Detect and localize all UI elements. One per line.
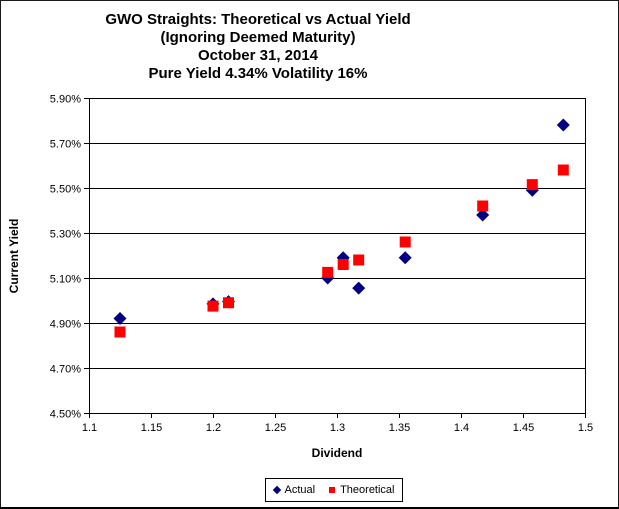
x-axis-title: Dividend xyxy=(311,446,363,460)
data-point-diamond xyxy=(398,251,412,265)
y-tick-label: 5.50% xyxy=(50,184,81,196)
x-tick-label: 1.35 xyxy=(389,422,410,434)
x-tick-label: 1.4 xyxy=(454,422,469,434)
x-tick-label: 1.2 xyxy=(206,422,221,434)
series-theoretical xyxy=(114,164,569,338)
y-tick-label: 5.90% xyxy=(50,94,81,106)
data-point-square xyxy=(399,236,411,248)
data-point-diamond xyxy=(476,208,490,222)
chart-title-line-3: October 31, 2014 xyxy=(197,47,319,64)
data-point-square xyxy=(557,164,569,176)
x-tick-label: 1.5 xyxy=(578,422,593,434)
gridlines xyxy=(89,98,585,414)
x-tick-label: 1.15 xyxy=(141,422,162,434)
y-tick-label: 5.30% xyxy=(50,229,81,241)
legend-entry-theoretical: Theoretical xyxy=(329,484,395,496)
axis-ticks xyxy=(84,98,586,418)
data-point-square xyxy=(207,300,219,312)
chart-title: GWO Straights: Theoretical vs Actual Yie… xyxy=(1,11,515,83)
plot-border xyxy=(89,98,586,414)
chart-title-line-2: (Ignoring Deemed Maturity) xyxy=(160,29,356,46)
diamond-marker-icon xyxy=(272,485,281,495)
data-point-diamond xyxy=(113,312,127,325)
data-point-diamond xyxy=(556,118,570,132)
x-tick-label: 1.45 xyxy=(513,422,534,434)
y-tick-label: 5.10% xyxy=(50,274,81,286)
square-marker-icon xyxy=(329,487,336,493)
data-point-square xyxy=(477,200,489,212)
data-point-square xyxy=(223,297,234,309)
data-point-square xyxy=(337,259,349,270)
chart-title-line-4: Pure Yield 4.34% Volatility 16% xyxy=(148,65,368,82)
y-tick-label: 4.50% xyxy=(50,409,81,421)
data-point-diamond xyxy=(352,281,366,295)
x-tick-label: 1.25 xyxy=(265,422,286,434)
x-tick-label: 1.3 xyxy=(330,422,345,434)
chart-title-line-1: GWO Straights: Theoretical vs Actual Yie… xyxy=(105,11,411,28)
y-tick-label: 4.90% xyxy=(50,319,81,331)
y-tick-label: 4.70% xyxy=(50,364,81,376)
plot-area: 4.50% 4.70% 4.90% 5.10% 5.30% 5.50% 5.70% 5.90%… xyxy=(50,94,593,435)
legend-label-actual: Actual xyxy=(284,484,316,496)
legend-entry-actual: Actual xyxy=(272,484,316,496)
data-point-square xyxy=(526,179,538,191)
data-point-square xyxy=(353,254,365,266)
tick-labels: 4.50% 4.70% 4.90% 5.10% 5.30% 5.50% 5.70% 5.90%… xyxy=(50,94,593,435)
x-tick-label: 1.1 xyxy=(82,422,97,434)
legend-label-theoretical: Theoretical xyxy=(340,484,395,496)
y-axis-title: Current Yield xyxy=(7,218,21,294)
legend: Actual Theoretical xyxy=(265,478,403,502)
data-point-square xyxy=(322,266,334,278)
series-actual xyxy=(113,118,570,325)
data-point-square xyxy=(114,326,126,338)
y-tick-label: 5.70% xyxy=(50,139,81,151)
